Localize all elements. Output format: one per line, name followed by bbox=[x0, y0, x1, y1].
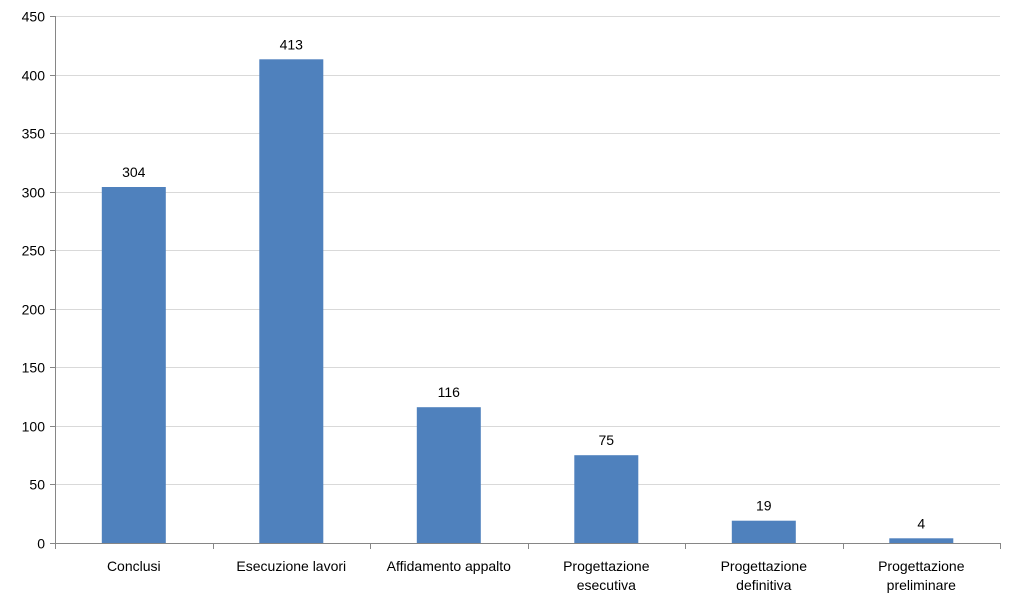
y-tick-label: 0 bbox=[37, 536, 45, 552]
labels: 304 Conclusi 413 Esecuzione lavori 116 Affida… bbox=[107, 36, 965, 593]
bar bbox=[416, 407, 481, 543]
data-label: 413 bbox=[280, 36, 304, 52]
x-tick-label: Progettazione definitiva bbox=[721, 558, 808, 593]
x-tick-label-line: Esecuzione lavori bbox=[236, 558, 346, 574]
data-label: 19 bbox=[756, 498, 772, 514]
axes: 0 50 100 150 200 250 300 350 400 450 bbox=[22, 9, 1001, 552]
x-tick-label-line: Affidamento appalto bbox=[387, 558, 511, 574]
y-tick-label: 300 bbox=[22, 185, 46, 201]
x-tick-label: Progettazione preliminare bbox=[878, 558, 965, 593]
x-tick-label-line: Conclusi bbox=[107, 558, 161, 574]
data-label: 304 bbox=[122, 164, 146, 180]
y-tick-label: 250 bbox=[22, 243, 46, 259]
data-label: 75 bbox=[599, 432, 615, 448]
gridlines bbox=[55, 16, 1000, 485]
data-label: 4 bbox=[917, 515, 925, 531]
bar bbox=[889, 538, 954, 543]
data-label: 116 bbox=[438, 384, 461, 400]
bar bbox=[731, 520, 796, 543]
bar bbox=[259, 59, 324, 544]
y-tick-label: 50 bbox=[29, 477, 45, 493]
x-tick-label-line: esecutiva bbox=[577, 577, 636, 593]
x-tick-label: Esecuzione lavori bbox=[236, 558, 346, 574]
y-tick-label: 350 bbox=[22, 126, 46, 142]
bar bbox=[574, 455, 639, 543]
y-tick-label: 100 bbox=[22, 419, 46, 435]
y-tick-label: 200 bbox=[22, 302, 46, 318]
y-tick-label: 400 bbox=[22, 68, 46, 84]
x-tick-label-line: Progettazione bbox=[721, 558, 808, 574]
x-tick-label-line: Progettazione bbox=[878, 558, 965, 574]
x-tick-label-line: preliminare bbox=[887, 577, 956, 593]
bar bbox=[101, 187, 166, 543]
x-tick-label-line: Progettazione bbox=[563, 558, 650, 574]
y-tick-label: 450 bbox=[22, 9, 46, 25]
x-tick-label: Conclusi bbox=[107, 558, 161, 574]
x-tick-label: Progettazione esecutiva bbox=[563, 558, 650, 593]
x-tick-label: Affidamento appalto bbox=[387, 558, 511, 574]
x-tick-label-line: definitiva bbox=[736, 577, 791, 593]
y-tick-label: 150 bbox=[22, 360, 46, 376]
bars bbox=[101, 59, 954, 544]
